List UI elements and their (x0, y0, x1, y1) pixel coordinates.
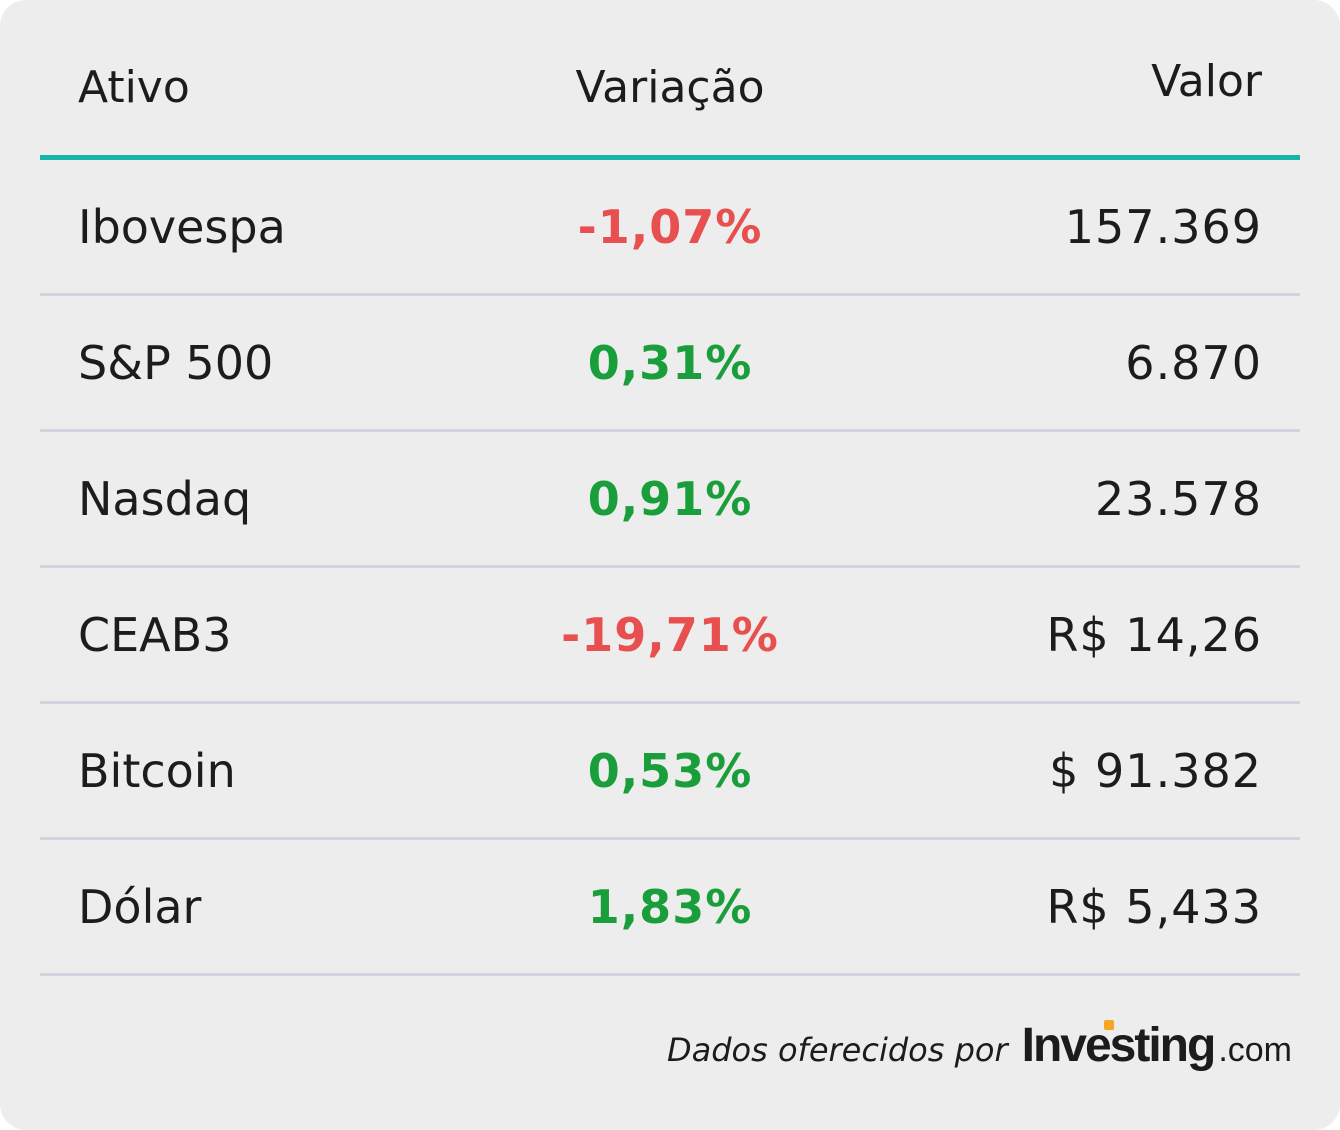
data-source-text: Dados oferecidos por (666, 1031, 1008, 1069)
investing-logo-wordmark: Investing (1021, 1019, 1217, 1072)
investing-logo-tld: .com (1218, 1031, 1292, 1069)
table-row: Ibovespa -1,07% 157.369 (40, 160, 1300, 296)
asset-name: Nasdaq (78, 471, 252, 526)
asset-change: 0,31% (587, 335, 753, 390)
column-header-change: Variação (575, 62, 765, 113)
table-body: Ibovespa -1,07% 157.369 S&P 500 0,31% 6.… (40, 160, 1300, 976)
asset-value: R$ 5,433 (1046, 879, 1262, 934)
data-source-footer: Dados oferecidos por Investing .com (667, 1018, 1292, 1078)
investing-logo-dot-icon (1103, 1020, 1114, 1030)
investing-logo: Investing .com (1022, 1018, 1292, 1073)
table-row: Nasdaq 0,91% 23.578 (40, 432, 1300, 568)
asset-value: R$ 14,26 (1046, 607, 1262, 662)
asset-change: 1,83% (587, 879, 753, 934)
table-row: CEAB3 -19,71% R$ 14,26 (40, 568, 1300, 704)
asset-change: 0,53% (587, 743, 753, 798)
asset-value: $ 91.382 (1049, 743, 1262, 798)
asset-value: 6.870 (1125, 335, 1262, 390)
asset-name: S&P 500 (78, 335, 274, 390)
asset-change: -19,71% (561, 607, 779, 662)
asset-change: 0,91% (587, 471, 753, 526)
column-header-value: Valor (1151, 56, 1262, 107)
asset-change: -1,07% (577, 199, 763, 254)
asset-name: Dólar (78, 879, 202, 934)
asset-value: 157.369 (1064, 199, 1262, 254)
asset-name: Bitcoin (78, 743, 236, 798)
table-row: S&P 500 0,31% 6.870 (40, 296, 1300, 432)
column-header-asset: Ativo (78, 62, 190, 113)
asset-name: CEAB3 (78, 607, 232, 662)
asset-value: 23.578 (1095, 471, 1262, 526)
asset-name: Ibovespa (78, 199, 286, 254)
table-row: Dólar 1,83% R$ 5,433 (40, 840, 1300, 976)
table-header: Ativo Variação Valor (40, 0, 1300, 160)
table-row: Bitcoin 0,53% $ 91.382 (40, 704, 1300, 840)
